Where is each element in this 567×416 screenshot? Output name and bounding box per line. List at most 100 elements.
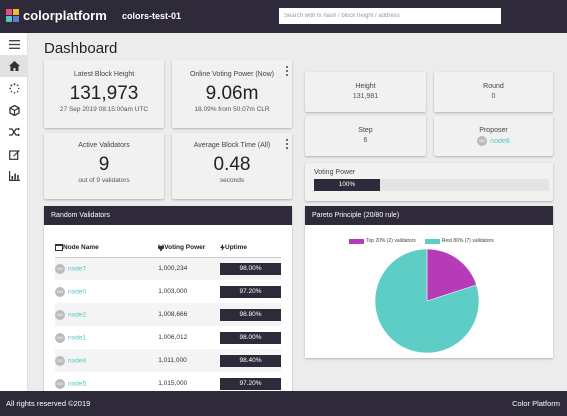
random-validators-title: Random Validators [44, 206, 292, 225]
validators-table: Node Name Voting Power Uptime NO node7 1,0… [55, 239, 281, 391]
block-time-sub: seconds [219, 177, 245, 184]
table-row: NO node4 1,011,000 98.40% [55, 349, 281, 372]
uptime-badge: 98.00% [220, 262, 281, 275]
proposer-label: Proposer [479, 127, 508, 134]
avatar: NO [55, 309, 65, 320]
uptime-cell: 98.40% [220, 349, 281, 372]
latest-block-card: Latest Block Height 131,973 27 Sep 2019 … [44, 60, 164, 128]
node-link[interactable]: node0 [68, 288, 87, 296]
node-cell: NO node2 [55, 303, 159, 326]
latest-block-label: Latest Block Height [73, 71, 135, 78]
search-input[interactable] [279, 8, 501, 24]
more-options-icon[interactable] [285, 65, 289, 77]
round-value: 0 [491, 93, 496, 100]
table-row: NO node2 1,008,666 98.80% [55, 303, 281, 326]
voting-power-progress-label: Voting Power [314, 169, 356, 176]
height-card: Height 131,981 [305, 72, 426, 112]
node-link[interactable]: node5 [68, 380, 87, 388]
round-label: Round [483, 83, 504, 90]
uptime-badge: 98.00% [220, 331, 281, 344]
uptime-cell: 98.00% [220, 326, 281, 349]
node-cell: NO node5 [55, 372, 158, 391]
voting-power-value: 9.06m [205, 83, 259, 104]
voting-power-progress-card: Voting Power 100% [305, 163, 553, 201]
legend-swatch-top [349, 238, 364, 244]
sidebar-item-transactions[interactable] [0, 121, 28, 143]
latest-block-value: 131,973 [69, 83, 139, 104]
avatar: NO [55, 263, 65, 274]
block-time-value: 0.48 [213, 154, 251, 175]
menu-icon[interactable] [0, 33, 28, 55]
node-link[interactable]: node1 [68, 334, 87, 342]
uptime-badge: 98.40% [220, 354, 281, 367]
node-cell: NO node1 [55, 326, 158, 349]
brand-name: colorplatform [23, 8, 107, 23]
uptime-cell: 97.20% [220, 372, 281, 391]
shuffle-icon [8, 127, 20, 137]
sidebar-item-proposals[interactable] [0, 143, 28, 165]
uptime-badge: 98.80% [220, 308, 281, 321]
voting-power-cell: 1,015,000 [158, 380, 188, 387]
pareto-title: Pareto Principle (20/80 rule) [305, 206, 553, 225]
proposer-card: Proposer NO node8 [434, 116, 553, 156]
node-link[interactable]: node2 [68, 311, 87, 319]
edit-icon [8, 149, 20, 160]
voting-power-sub: 18.09% from 50.07m CLR [194, 106, 270, 113]
proposer-link[interactable]: NO node8 [434, 136, 553, 146]
step-card: Step 6 [305, 116, 426, 156]
active-validators-card: Active Validators 9 out of 9 validators [44, 133, 164, 199]
avatar: NO [55, 355, 65, 366]
legend-top[interactable]: Top 20% (2) validators [366, 238, 416, 244]
height-value: 131,981 [352, 93, 379, 100]
page-title: Dashboard [44, 40, 118, 57]
col-uptime: Uptime [220, 239, 281, 258]
voting-power-cell: 1,011,000 [158, 349, 220, 372]
pie-slice-top[interactable] [426, 248, 477, 302]
active-validators-value: 9 [98, 154, 110, 175]
avatar: NO [55, 332, 65, 343]
pareto-panel: Pareto Principle (20/80 rule) Top 20% (2… [305, 206, 553, 358]
active-validators-label: Active Validators [78, 142, 130, 149]
voting-power-progress-bar: 100% [314, 179, 380, 191]
latest-block-time: 27 Sep 2019 08:15:00am UTC [59, 106, 149, 113]
node-link[interactable]: node7 [68, 265, 87, 273]
spinner-icon [8, 82, 20, 94]
brand-logo[interactable]: colorplatform [6, 8, 107, 23]
pie-slice-rest[interactable] [374, 248, 480, 354]
more-options-icon[interactable] [285, 138, 289, 150]
pareto-pie [374, 248, 480, 354]
voting-power-cell: 1,000,234 [158, 257, 220, 280]
window-icon [55, 244, 63, 252]
block-time-label: Average Block Time (All) [193, 142, 271, 149]
block-time-card: Average Block Time (All) 0.48 seconds [172, 133, 292, 199]
step-value: 6 [363, 137, 368, 144]
sidebar-item-blocks[interactable] [0, 99, 28, 121]
chart-icon [8, 171, 20, 181]
active-validators-sub: out of 9 validators [78, 177, 130, 184]
node-cell: NO node7 [55, 257, 159, 280]
node-cell: NO node0 [55, 280, 158, 303]
table-row: NO node7 1,000,234 98.00% [55, 257, 281, 280]
sidebar-item-home[interactable] [0, 55, 28, 77]
voting-power-cell: 1,003,000 [158, 288, 188, 295]
legend-rest[interactable]: Rest 80% (7) validators [441, 238, 494, 244]
proposer-name[interactable]: node8 [490, 137, 510, 145]
voting-power-cell: 1,006,012 [158, 334, 188, 341]
node-link[interactable]: node4 [68, 357, 87, 365]
pareto-legend: Top 20% (2) validators Rest 80% (7) vali… [349, 238, 494, 244]
avatar: NO [477, 136, 488, 146]
home-icon [8, 61, 20, 71]
col-voting-power: Voting Power [157, 239, 220, 258]
uptime-badge: 97.20% [220, 285, 281, 298]
chain-id: colors-test-01 [122, 11, 182, 21]
avatar: NO [55, 286, 65, 297]
footer-copyright: All rights reserved ©2019 [6, 399, 91, 408]
uptime-cell: 97.20% [220, 280, 281, 303]
avatar: NO [55, 378, 65, 389]
sidebar-item-consensus[interactable] [0, 77, 28, 99]
bolt-icon [220, 244, 225, 252]
sidebar-item-stats[interactable] [0, 165, 28, 187]
uptime-cell: 98.80% [220, 303, 281, 326]
node-cell: NO node4 [55, 349, 159, 372]
footer-brand[interactable]: Color Platform [512, 399, 560, 408]
